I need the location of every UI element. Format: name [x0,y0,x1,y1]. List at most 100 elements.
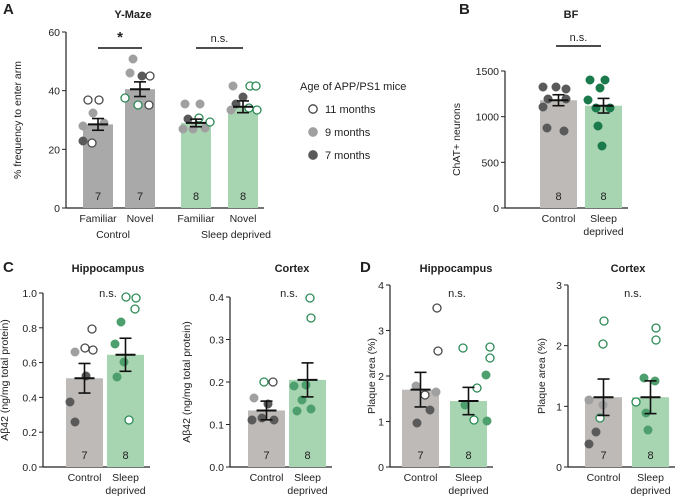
n-label: 8 [600,191,606,203]
data-point [561,94,571,104]
data-point [301,380,311,390]
data-point [78,121,88,131]
n-label: 7 [95,191,101,203]
bar-a-0 [83,124,113,208]
data-point [289,381,299,391]
x-category-label: Sleep deprived [287,472,327,497]
y-tick-label: 0.8 [22,323,37,335]
data-point [431,387,441,397]
data-point [425,405,435,415]
data-point [631,397,641,407]
panel-title-c2: Cortex [275,263,311,275]
data-point [420,390,430,400]
y-tick-label: 3 [378,326,384,338]
data-point [80,343,90,353]
data-point [112,372,122,382]
x-category-label-line: deprived [448,485,488,497]
data-point [99,118,109,128]
data-point [651,335,661,345]
significance-label: n.s. [99,288,117,300]
y-axis-label-c: Aβ42 (ng/mg total protein) [0,319,11,441]
n-label: 7 [417,450,423,462]
data-point [639,373,649,383]
x-category-label: Control [404,472,438,484]
data-point [110,339,120,349]
data-point [88,345,98,355]
data-point [238,92,248,102]
data-point [412,418,422,428]
data-point [244,103,254,113]
data-point [643,425,653,435]
n-label: 8 [240,191,246,203]
significance-label: n.s. [624,288,642,300]
significance-label: n.s. [280,288,298,300]
y-tick-label: 0.4 [209,292,224,304]
x-category-label: Familiar [177,213,215,225]
data-point [551,82,561,92]
x-category-label-line: deprived [630,485,670,497]
y-tick-label: 0.4 [22,392,37,404]
data-point [538,102,548,112]
data-point [593,121,603,131]
bar-b-1 [585,105,622,208]
data-point [481,370,491,380]
y-tick-label: 0.1 [209,420,224,432]
n-label: 8 [193,191,199,203]
legend-label: 7 months [325,150,371,162]
data-point [180,99,190,109]
data-point [133,100,143,110]
y-tick-label: 4 [378,280,384,292]
y-tick-label: 0 [378,462,384,474]
n-label: 7 [600,450,606,462]
x-category-label: Control [587,472,621,484]
y-tick-label: 1 [556,401,562,413]
data-point [538,82,548,92]
x-category-label-line: Sleep [294,472,321,484]
y-tick-label: 60 [48,27,60,39]
panel-letter-d: D [360,259,371,276]
y-axis-label-b: ChAT+ neurons [451,103,463,176]
y-tick-label: 500 [481,157,499,169]
significance-label: * [117,29,123,46]
y-tick-label: 0.0 [22,462,37,474]
y-tick-label: 1000 [476,112,500,124]
x-category-label: Sleep deprived [630,472,670,497]
legend-label: 11 months [325,104,376,116]
data-point [306,404,316,414]
y-tick-label: 0 [54,203,60,215]
x-category-label-line: deprived [583,226,623,238]
data-point [469,415,479,425]
data-point [128,54,138,64]
data-point [247,415,257,425]
y-axis-label-c2: Aβ42 (ng/mg total protein) [181,321,193,443]
data-point [145,71,155,81]
x-category-label: Novel [230,213,257,225]
data-point [178,124,188,134]
data-point [252,105,262,115]
data-point [121,292,131,302]
data-point [297,395,307,405]
panel-title-c: Hippocampus [72,263,145,275]
legend-swatch-dot_11 [308,104,318,114]
bar-c-1 [107,354,144,467]
x-category-label: Control [250,472,284,484]
data-point [87,324,97,334]
data-point [88,108,98,118]
x-category-label-line: Sleep [455,472,482,484]
panel-title-d2: Cortex [611,263,647,275]
y-tick-label: 0 [493,203,499,215]
data-point [595,83,605,93]
data-point [584,395,594,405]
x-category-label: Sleep deprived [105,472,145,497]
data-point [458,343,468,353]
data-point [195,99,205,109]
data-point [200,123,210,133]
x-category-label-line: Sleep [590,213,617,225]
x-category-label: Novel [127,213,154,225]
data-point [125,68,135,78]
y-tick-label: 0.6 [22,358,37,370]
data-point [65,397,75,407]
data-point [120,93,130,103]
data-point [124,415,134,425]
data-point [119,357,129,367]
